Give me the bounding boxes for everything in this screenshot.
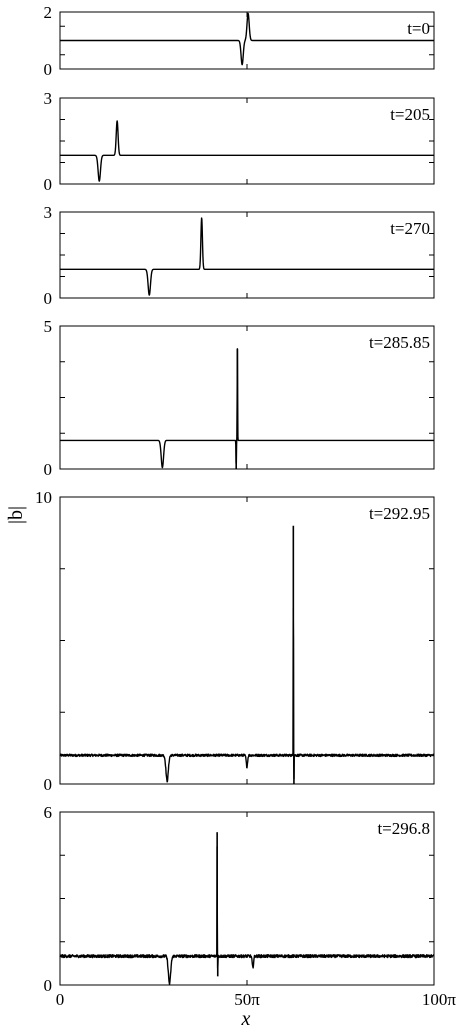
panel-label: t=205 — [390, 105, 430, 124]
y-tick-label: 0 — [44, 976, 53, 995]
series-line — [59, 120, 435, 182]
y-tick-label: 3 — [44, 89, 53, 108]
panels: 0 2 t=0 0 3 t=205 0 3 t=270 0 5 t=285.85 0 10 t=292.95… — [35, 3, 456, 1009]
xlabel: x — [241, 1008, 251, 1028]
panel: 0 3 t=270 — [44, 203, 435, 308]
ylabel: |b| — [5, 506, 27, 524]
series-line — [59, 607, 435, 783]
y-tick-label: 0 — [44, 60, 53, 79]
y-tick-label: 0 — [44, 460, 53, 479]
x-tick-label: 50π — [234, 990, 260, 1009]
y-tick-label: 2 — [44, 3, 53, 22]
panel: 0 3 t=205 — [44, 89, 435, 194]
series-line — [59, 845, 435, 985]
y-tick-label: 3 — [44, 203, 53, 222]
panel: 0 2 t=0 — [44, 3, 435, 79]
y-tick-label: 5 — [44, 317, 53, 336]
panel: 0 5 t=285.85 — [44, 317, 435, 479]
y-tick-label: 10 — [35, 488, 52, 507]
y-tick-label: 0 — [44, 175, 53, 194]
panel-label: t=296.8 — [377, 819, 430, 838]
y-tick-label: 0 — [44, 289, 53, 308]
panel-label: t=285.85 — [369, 333, 430, 352]
x-tick-label: 0 — [56, 990, 65, 1009]
panel-frame — [59, 211, 435, 299]
panel-label: t=0 — [407, 19, 430, 38]
panel-label: t=270 — [390, 219, 430, 238]
panel-label: t=292.95 — [369, 504, 430, 523]
series-line — [59, 348, 435, 469]
y-tick-label: 6 — [44, 803, 53, 822]
x-tick-label: 100π — [422, 990, 456, 1009]
panel: 0 10 t=292.95 — [35, 488, 435, 794]
y-tick-label: 0 — [44, 775, 53, 794]
panel-frame — [59, 496, 435, 785]
series-line — [59, 217, 435, 296]
series-line — [59, 12, 435, 66]
panel: 0 6 t=296.8 — [44, 803, 435, 995]
